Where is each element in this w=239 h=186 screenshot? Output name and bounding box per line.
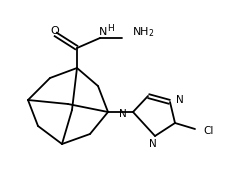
- Text: N: N: [149, 139, 157, 149]
- Text: N: N: [176, 95, 184, 105]
- Text: NH$_2$: NH$_2$: [132, 25, 155, 39]
- Text: Cl: Cl: [203, 126, 213, 136]
- Text: N: N: [99, 27, 107, 37]
- Text: O: O: [51, 26, 59, 36]
- Text: N: N: [119, 109, 127, 119]
- Text: H: H: [108, 23, 114, 33]
